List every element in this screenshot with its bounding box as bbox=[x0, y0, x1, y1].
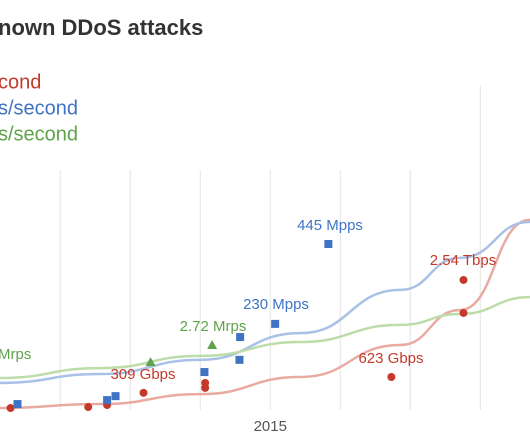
point bbox=[84, 403, 93, 412]
point bbox=[324, 240, 333, 249]
x-tick-label: 2015 bbox=[254, 418, 287, 435]
point bbox=[271, 319, 280, 328]
point bbox=[459, 308, 468, 317]
point bbox=[387, 373, 396, 381]
annotation: 309 Gbps bbox=[110, 366, 175, 383]
point bbox=[13, 400, 22, 409]
legend-entry: s/second bbox=[0, 97, 78, 119]
point bbox=[207, 339, 218, 349]
annotation: 2.72 Mrps bbox=[180, 318, 247, 335]
annotation: 230 Mpps bbox=[243, 296, 309, 313]
legend-entry: cond bbox=[0, 71, 41, 93]
chart-title: nown DDoS attacks bbox=[0, 15, 203, 40]
point bbox=[459, 275, 468, 284]
point bbox=[236, 333, 245, 342]
legend-entry: s/second bbox=[0, 123, 78, 145]
annotation: 445 Mpps bbox=[297, 217, 363, 234]
point bbox=[139, 388, 148, 397]
point bbox=[111, 392, 120, 401]
point bbox=[235, 355, 244, 364]
trend-line bbox=[0, 220, 530, 385]
point bbox=[145, 357, 156, 367]
point bbox=[201, 383, 210, 392]
annotation: Mrps bbox=[0, 346, 31, 363]
annotation: 623 Gbps bbox=[358, 350, 423, 367]
point bbox=[6, 404, 15, 413]
point bbox=[200, 368, 209, 377]
trend-line bbox=[0, 218, 530, 410]
annotation: 2.54 Tbps bbox=[430, 252, 496, 269]
point bbox=[103, 396, 112, 405]
